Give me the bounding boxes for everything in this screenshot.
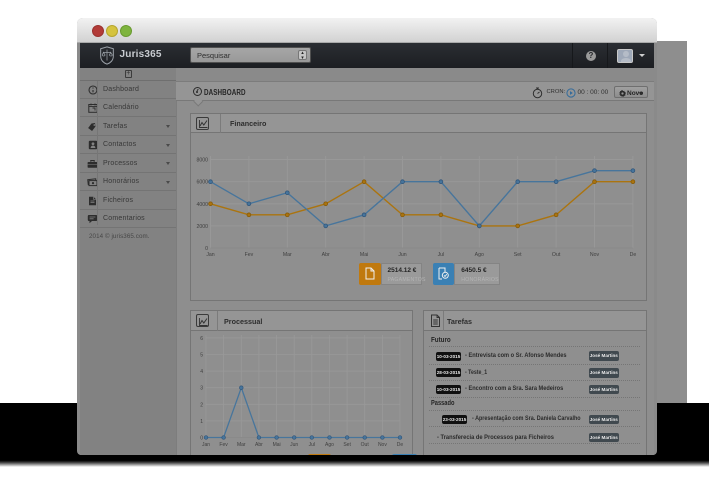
svg-text:Abr: Abr (255, 442, 263, 448)
svg-text:Jun: Jun (290, 442, 298, 448)
svg-text:Jan: Jan (202, 442, 210, 448)
svg-text:Mar: Mar (237, 442, 246, 448)
svg-text:Out: Out (361, 442, 370, 448)
svg-text:5: 5 (200, 353, 203, 359)
svg-text:Mar: Mar (283, 252, 292, 258)
svg-text:3: 3 (200, 386, 203, 392)
svg-text:2000: 2000 (196, 223, 208, 229)
svg-text:Mai: Mai (360, 252, 368, 258)
svg-text:4: 4 (200, 369, 203, 375)
svg-text:Fev: Fev (219, 442, 228, 448)
svg-text:0: 0 (205, 246, 208, 252)
svg-text:8000: 8000 (196, 157, 208, 163)
svg-text:Nov: Nov (590, 252, 600, 258)
svg-text:4000: 4000 (196, 201, 208, 207)
svg-text:Fev: Fev (245, 252, 254, 258)
svg-text:Ago: Ago (475, 252, 484, 258)
svg-text:Ago: Ago (325, 442, 334, 448)
svg-text:6000: 6000 (196, 179, 208, 185)
svg-text:Jun: Jun (398, 252, 406, 258)
svg-text:6: 6 (200, 336, 203, 342)
svg-text:De: De (397, 442, 404, 448)
svg-text:0: 0 (200, 436, 203, 442)
svg-text:Out: Out (552, 252, 561, 258)
svg-text:Abr: Abr (322, 252, 330, 258)
svg-text:Jul: Jul (309, 442, 315, 448)
svg-text:Jul: Jul (438, 252, 445, 258)
svg-text:Jan: Jan (206, 252, 214, 258)
svg-text:2: 2 (200, 402, 203, 408)
svg-text:1: 1 (200, 419, 203, 425)
svg-text:Set: Set (343, 442, 351, 448)
svg-text:De: De (630, 252, 637, 258)
svg-text:Set: Set (514, 252, 522, 258)
svg-text:Mai: Mai (273, 442, 281, 448)
svg-text:Nov: Nov (378, 442, 387, 448)
